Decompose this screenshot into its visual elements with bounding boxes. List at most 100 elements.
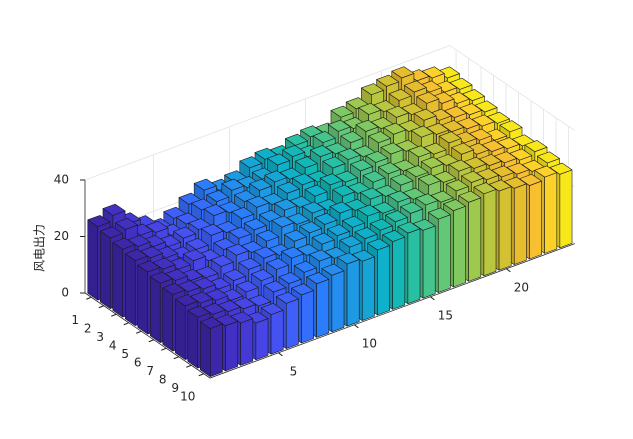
bar-top <box>445 179 469 192</box>
y-tick-label: 2 <box>84 321 92 335</box>
bar-top <box>246 195 270 208</box>
bar-top <box>264 170 288 183</box>
bar-side <box>87 219 99 301</box>
bar-top <box>285 133 308 146</box>
bar-side <box>149 276 161 343</box>
bar-top <box>304 184 328 197</box>
bar-top <box>274 198 298 211</box>
bar-top <box>149 271 173 284</box>
bar-side <box>124 253 136 326</box>
bar-top <box>361 83 384 96</box>
bar-top <box>360 187 383 200</box>
bar-top <box>263 280 287 293</box>
x-tick <box>506 268 511 273</box>
bar-top <box>524 140 548 152</box>
y-tick <box>111 313 117 317</box>
bar-top <box>354 227 378 239</box>
y-tick-label: 8 <box>159 372 167 386</box>
bar-front <box>285 298 299 349</box>
y-tick-label: 9 <box>171 381 179 395</box>
bar-top <box>418 173 441 186</box>
y-tick <box>173 356 179 360</box>
bar-top <box>225 243 249 256</box>
bar-top <box>336 252 360 265</box>
bar-side <box>174 298 186 360</box>
bar-top <box>380 142 404 155</box>
bar-top <box>342 215 365 228</box>
bar-top <box>390 173 414 186</box>
bar-top <box>301 201 325 214</box>
y-tick <box>186 364 192 368</box>
bar-top <box>499 120 523 133</box>
y-tick <box>123 322 129 326</box>
bar-top <box>461 170 484 183</box>
bar-top <box>386 105 409 118</box>
bar-top <box>314 212 338 225</box>
bar-front <box>316 278 330 338</box>
bar-front <box>483 189 497 277</box>
bar-side <box>137 264 149 335</box>
bar-top <box>221 178 245 191</box>
bar-front <box>361 256 375 321</box>
bar-top <box>358 102 382 115</box>
bar-top <box>199 316 223 329</box>
bar <box>199 316 223 377</box>
bar-top <box>162 283 186 295</box>
bar-top <box>387 190 411 203</box>
x-tick-label: 10 <box>362 336 377 350</box>
bar-top <box>340 131 364 143</box>
y-tick <box>198 373 204 377</box>
bar-top <box>243 218 267 231</box>
x-tick <box>278 352 283 357</box>
bar-top <box>408 145 432 158</box>
bar-top <box>377 162 401 175</box>
bar-top <box>400 201 424 214</box>
z-tick-label: 0 <box>61 286 69 300</box>
bar-top <box>267 153 290 166</box>
bar-top <box>365 150 389 163</box>
x-tick-label: 15 <box>438 308 453 322</box>
bar-top <box>427 207 451 220</box>
z-tick-label: 40 <box>54 173 69 187</box>
bar-top <box>311 232 335 245</box>
bar-front <box>392 236 406 310</box>
x-tick-label: 5 <box>290 364 298 378</box>
bar-front <box>437 214 451 293</box>
bar-top <box>203 204 227 216</box>
bar-top <box>231 207 255 219</box>
bar-top <box>458 190 482 203</box>
bar-top <box>438 131 462 144</box>
bar-top <box>339 235 363 248</box>
bar-top <box>405 165 429 178</box>
bar-top <box>292 173 315 186</box>
bar-top <box>193 178 217 191</box>
y-tick <box>98 305 104 309</box>
bar-top <box>187 305 211 318</box>
bar-front <box>346 259 360 327</box>
bar-top <box>321 263 345 276</box>
bar-top <box>355 119 379 132</box>
x-tick <box>354 324 359 329</box>
bar-top <box>271 215 295 228</box>
y-tick <box>148 339 154 343</box>
bar-top <box>99 226 123 239</box>
bar-top <box>284 229 307 242</box>
bar-top <box>115 217 138 230</box>
bar-top <box>223 269 247 281</box>
bar-top <box>368 131 391 144</box>
bar-top <box>299 221 323 234</box>
bar-top <box>357 204 381 217</box>
y-tick <box>161 347 167 351</box>
bar-top <box>382 230 406 242</box>
grid-line <box>84 45 576 181</box>
bar-top <box>210 254 234 267</box>
bar-front <box>559 169 573 249</box>
bar-top <box>206 190 230 202</box>
bar-top <box>473 182 497 195</box>
bar-side <box>187 310 199 369</box>
bar-front <box>529 180 542 260</box>
bar-top <box>420 156 444 169</box>
bar-top <box>266 257 289 270</box>
bar-front <box>255 318 269 361</box>
